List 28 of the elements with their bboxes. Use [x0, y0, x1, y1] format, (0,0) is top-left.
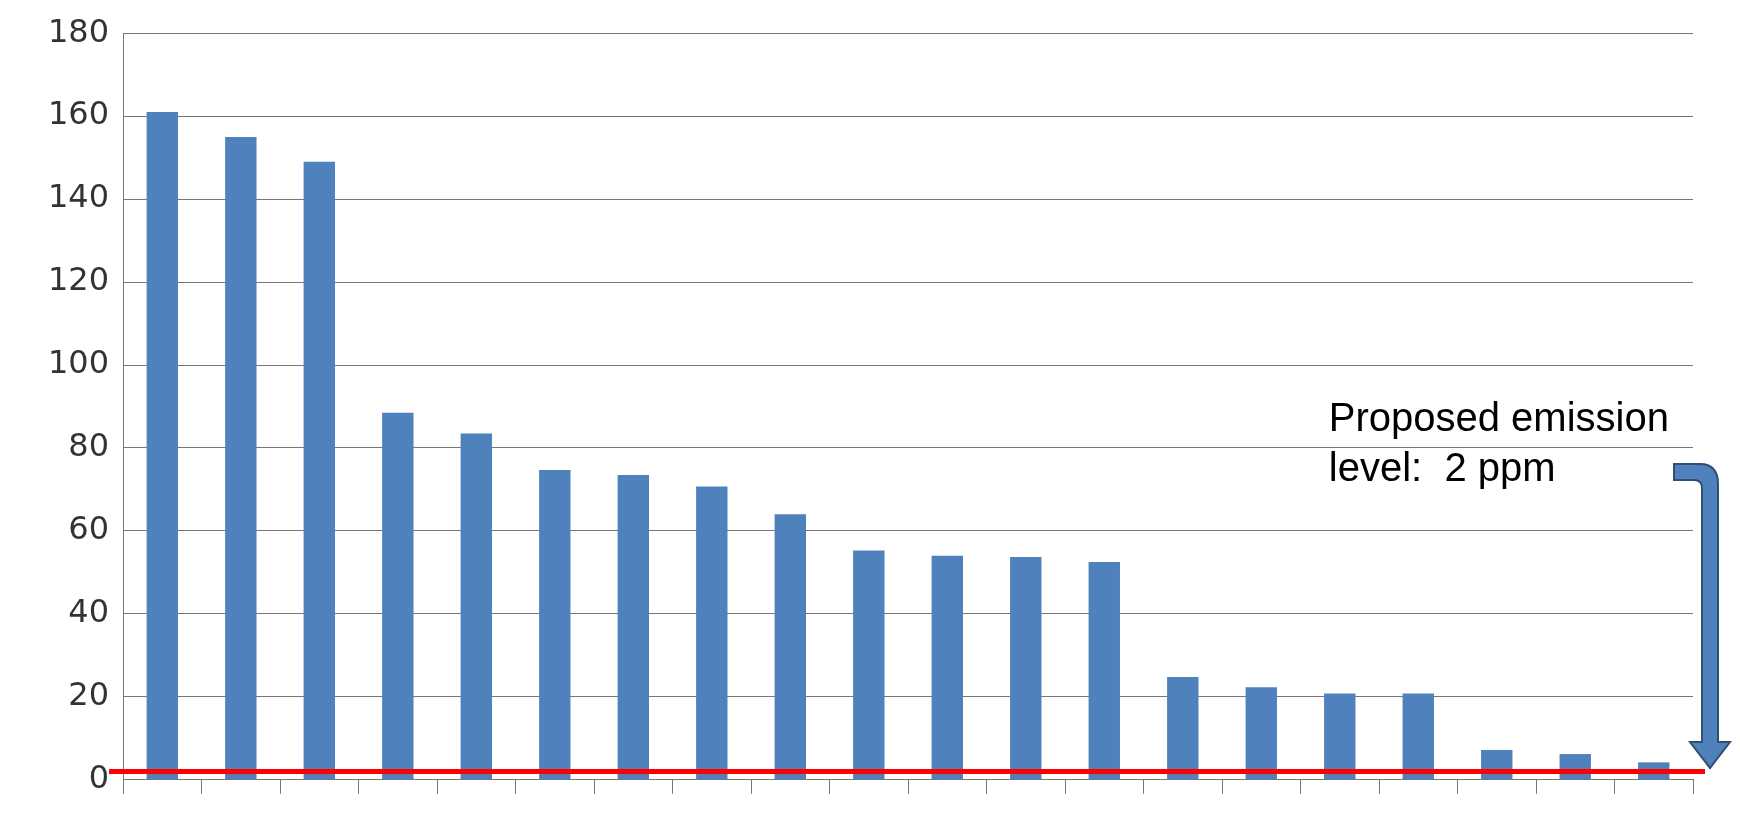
bar — [931, 555, 963, 780]
y-tick-label: 80 — [68, 426, 110, 465]
y-tick-label: 180 — [48, 11, 110, 50]
annotation: Proposed emission level: 2 ppm — [1328, 394, 1669, 489]
bar — [460, 433, 493, 780]
bar — [853, 550, 885, 780]
bar — [774, 514, 806, 780]
bar — [539, 469, 571, 780]
bar — [1324, 693, 1356, 780]
bar — [1402, 693, 1434, 780]
y-tick-label: 60 — [68, 509, 110, 548]
bar — [225, 136, 257, 780]
bar — [617, 474, 649, 780]
bar — [382, 412, 414, 780]
bar — [1010, 557, 1042, 780]
bar — [146, 112, 179, 780]
bar — [696, 486, 728, 780]
bar — [1167, 676, 1199, 780]
y-tick-label: 40 — [68, 592, 110, 631]
y-tick-label: 20 — [68, 675, 110, 714]
bar — [1088, 562, 1120, 780]
y-tick-label: 0 — [88, 758, 110, 797]
y-tick-label: 140 — [48, 177, 110, 216]
y-tick-label: 100 — [48, 343, 110, 382]
bar — [1245, 687, 1277, 780]
y-tick-label: 160 — [48, 94, 110, 133]
y-tick-label: 120 — [48, 260, 110, 299]
bar — [303, 161, 336, 780]
